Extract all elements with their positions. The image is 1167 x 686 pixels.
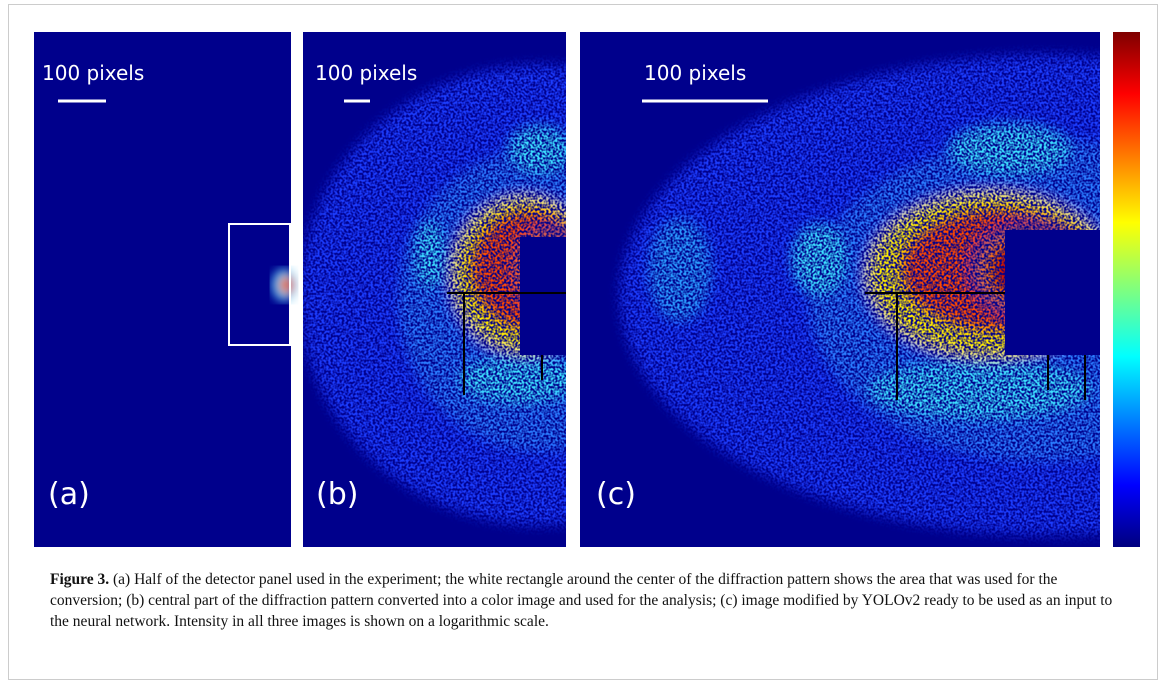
scale-label: 100 pixels [315, 61, 417, 85]
panel-a [34, 32, 291, 547]
scale-label: 100 pixels [42, 61, 144, 85]
pattern-a [272, 269, 296, 301]
panel-label: (a) [48, 477, 90, 512]
figure-image: 100 pixels 100 pixels 100 pixels (a) (b)… [0, 0, 1167, 560]
colorbar [1113, 32, 1140, 547]
caption: Figure 3. (a) Half of the detector panel… [50, 569, 1130, 632]
caption-label: Figure 3. [50, 571, 109, 588]
scale-label: 100 pixels [644, 61, 746, 85]
caption-text: (a) Half of the detector panel used in t… [50, 571, 1112, 630]
page: 100 pixels 100 pixels 100 pixels (a) (b)… [0, 0, 1167, 686]
panel-label: (b) [316, 477, 358, 512]
panel-label: (c) [596, 477, 636, 512]
